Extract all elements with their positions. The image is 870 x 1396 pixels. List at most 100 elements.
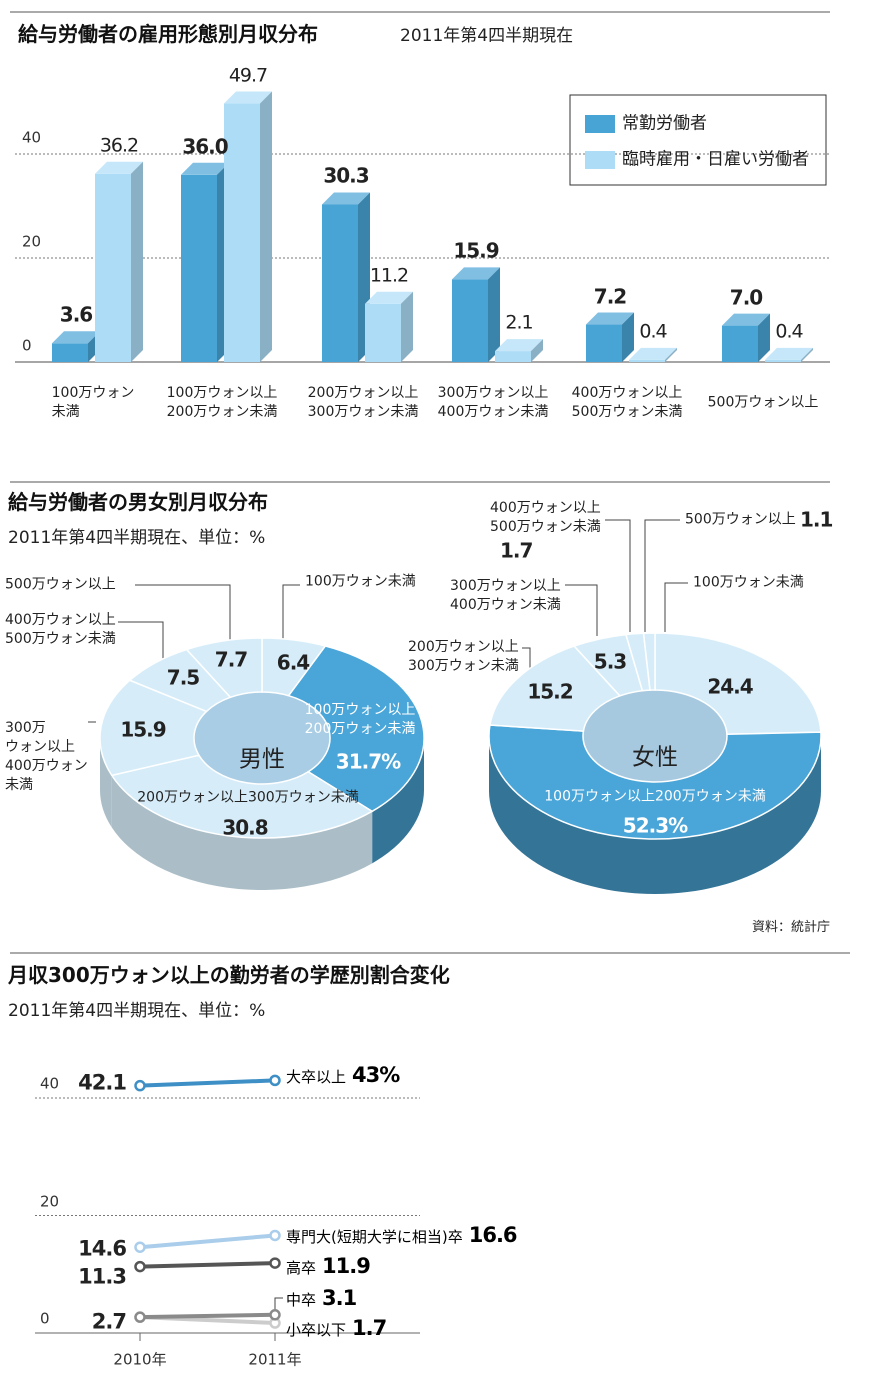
chart-subtitle: 2011年第4四半期現在、単位：%: [8, 1001, 266, 1021]
chart-subtitle: 2011年第4四半期現在: [400, 26, 574, 46]
center-label: 男性: [239, 746, 285, 773]
leader-line: [664, 582, 688, 632]
legend-box: [569, 94, 827, 186]
leader-line: [282, 584, 300, 640]
y-tick-label: 40: [22, 128, 42, 147]
bar: [722, 313, 770, 362]
x-tick-label: 500万ウォン以上: [707, 394, 819, 411]
y-tick-label: 20: [22, 232, 42, 251]
bar: [224, 91, 272, 362]
value-label: 36.0: [182, 134, 228, 159]
bar-top: [95, 161, 143, 174]
bar-front: [495, 351, 531, 362]
x-tick-label: 2010年: [113, 1350, 167, 1369]
value-label: 36.2: [99, 134, 139, 157]
bar: [765, 347, 813, 362]
series-label: 高卒 11.9: [286, 1254, 371, 1278]
bar-side: [665, 347, 677, 362]
bar: [181, 162, 229, 362]
category-label: 200万ウォン以上300万ウォン未満: [137, 789, 359, 806]
bar-front: [722, 325, 758, 362]
value-label: 11.3: [78, 1264, 127, 1289]
bar-front: [629, 359, 665, 362]
category-label: 400万ウォン以上 500万ウォン未満: [490, 500, 601, 535]
bar-side: [758, 313, 770, 362]
value-label: 30.8: [222, 815, 268, 840]
series-name: 高卒: [286, 1259, 317, 1278]
bar: [452, 267, 500, 362]
bar: [95, 161, 143, 362]
x-tick-label: 2011年: [248, 1350, 302, 1369]
value-label: 3.6: [59, 302, 93, 327]
value-label: 1.1: [800, 507, 833, 532]
value-label: 1.7: [352, 1316, 387, 1340]
value-label: 7.7: [214, 647, 248, 672]
chart-title: 給与労働者の男女別月収分布: [8, 490, 268, 514]
bar-front: [95, 173, 131, 362]
value-label: 0.4: [775, 320, 803, 343]
series-name: 大卒以上: [286, 1068, 347, 1087]
series-label: 中卒 3.1: [286, 1286, 357, 1310]
slice-top: [642, 632, 656, 691]
y-tick-label: 20: [40, 1192, 60, 1210]
slice-top: [488, 724, 822, 840]
marker: [134, 1079, 146, 1092]
leader-line: [135, 584, 231, 645]
category-label: 500万ウォン以上: [5, 576, 116, 593]
center-label: 女性: [632, 744, 678, 771]
slice-top: [287, 645, 425, 813]
bar-front: [586, 324, 622, 362]
series-name: 専門大(短期大学に相当)卒: [286, 1228, 463, 1247]
value-label: 7.5: [166, 665, 200, 690]
value-label: 15.2: [527, 679, 573, 704]
value-label: 16.6: [468, 1223, 518, 1248]
value-label: 43%: [352, 1063, 400, 1088]
bar: [365, 291, 413, 362]
slice-side: [111, 775, 373, 890]
value-label: 42.1: [78, 1070, 127, 1095]
bar: [629, 347, 677, 362]
bar-top: [586, 312, 634, 325]
bar-top: [365, 291, 413, 304]
bar-top: [52, 331, 100, 344]
donut-hole: [583, 690, 727, 782]
value-label: 24.4: [707, 674, 753, 699]
value-label: 52.3%: [622, 813, 688, 838]
category-label: 500万ウォン以上: [685, 511, 796, 528]
category-label: 100万ウォン未満: [693, 574, 804, 591]
value-label: 11.2: [369, 264, 409, 287]
slice: [642, 632, 656, 691]
slice: [110, 754, 374, 890]
slice: [99, 679, 208, 828]
line: [139, 1312, 276, 1320]
bar-top: [452, 267, 500, 280]
value-label: 0.4: [639, 320, 667, 343]
value-label: 15.9: [453, 238, 499, 263]
bar-front: [52, 343, 88, 362]
marker: [134, 1260, 146, 1273]
category-label: 400万ウォン以上 500万ウォン未満: [5, 612, 116, 647]
y-tick-label: 0: [22, 336, 32, 355]
x-tick-label: 200万ウォン以上 300万ウォン未満: [307, 385, 419, 420]
leader-line: [605, 519, 631, 632]
bar-side: [401, 291, 413, 362]
value-label: 14.6: [78, 1236, 127, 1261]
legend-swatch: [585, 151, 615, 169]
value-label: 6.4: [276, 650, 310, 675]
x-tick-label: 100万ウォン以上 200万ウォン未満: [166, 385, 278, 420]
series-label: 小卒以下 1.7: [286, 1316, 387, 1340]
value-label: 31.7%: [335, 749, 401, 774]
category-label: 100万ウォン以上200万ウォン未満: [544, 788, 766, 805]
series-name: 中卒: [286, 1290, 317, 1309]
leader-line: [644, 519, 680, 632]
y-tick-label: 40: [40, 1074, 60, 1093]
slice: [488, 724, 822, 894]
value-label: 1.7: [500, 538, 533, 563]
bar-top: [224, 91, 272, 104]
bar-front: [765, 359, 801, 362]
chart-title: 月収300万ウォン以上の勤労者の学歴別割合変化: [8, 963, 450, 987]
value-label: 15.9: [120, 717, 166, 742]
line: [139, 1261, 276, 1269]
